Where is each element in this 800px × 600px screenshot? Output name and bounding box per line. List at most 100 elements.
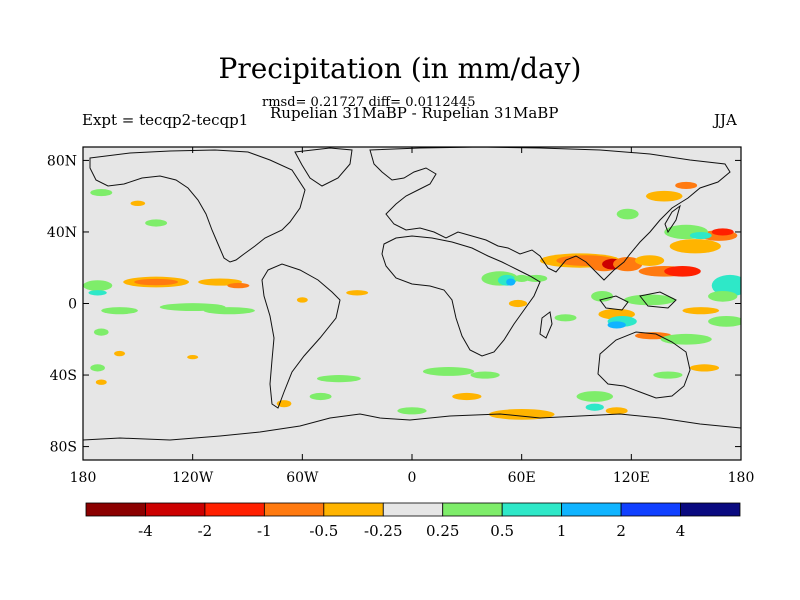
precip-anomaly-patch [664,265,701,277]
precip-anomaly-patch [397,407,427,415]
precip-anomaly-patch [93,328,109,336]
coast-eurasia [369,147,731,281]
precip-anomaly-patch [506,278,516,286]
precip-anomaly-patch [422,366,475,376]
lon-tick-label: 0 [408,470,417,486]
colorbar-label: -1 [257,522,272,540]
season-label: JJA [714,111,737,129]
precip-anomaly-patch [346,290,369,296]
precip-anomaly-patch [227,282,250,289]
precip-anomaly-patch [83,280,113,291]
precip-anomaly-patch [616,208,639,220]
precip-anomaly-patch [605,407,628,415]
coastlines [83,147,741,441]
coast-greenland [294,147,353,187]
precip-anomaly-patch [95,379,107,385]
precip-anomaly-patch [90,189,113,197]
colorbar-label: -4 [138,522,153,540]
precip-anomaly-patch [576,391,614,402]
precip-anomaly-patch [624,294,676,306]
precip-anomaly-patch [114,350,126,357]
precip-anomaly-patch [145,219,168,227]
colorbar-swatch [382,502,444,517]
colorbar-swatch [85,502,146,517]
precip-anomaly-patch [88,290,107,296]
lat-tick-label: 40N [47,225,77,241]
coast-islands-1 [599,295,629,311]
colorbar-swatch [442,502,503,517]
map-title: Precipitation (in mm/day) [218,52,582,85]
colorbar-swatch [620,502,681,517]
precipitation-field [83,181,741,420]
precip-anomaly-patch [591,290,614,302]
precip-anomaly-patch [689,364,720,372]
precip-anomaly-patch [309,392,332,401]
coast-madagascar [539,311,553,339]
experiment-label: Expt = tecqp2-tecqp1 [82,111,249,129]
precip-anomaly-patch [316,375,361,383]
coast-south-america [261,263,341,409]
precip-anomaly-patch [634,255,665,266]
precip-anomaly-patch [554,314,577,322]
coast-antarctica [83,413,741,441]
coast-africa [381,235,541,357]
colorbar-label: -0.25 [364,522,402,540]
lon-tick-label: 120E [613,470,650,486]
precip-anomaly-patch [470,371,500,379]
precip-anomaly-patch [514,274,529,283]
precip-anomaly-patch [711,274,741,297]
lat-tick-label: 80S [50,440,77,456]
colorbar-swatch [204,502,265,517]
colorbar-label: 1 [557,522,567,540]
precip-anomaly-patch [708,290,738,302]
precip-anomaly-patch [101,307,138,315]
precip-anomaly-patch [689,231,712,240]
precip-anomaly-patch [187,355,199,360]
lon-tick-label: 120W [172,470,214,486]
stats-line: rmsd= 0.21727 diff= 0.0112445 [262,95,476,110]
precip-anomaly-patch [488,409,555,420]
lon-tick-label: 60W [286,470,319,486]
colorbar-label: -2 [198,522,213,540]
lat-tick-label: 80N [47,153,77,169]
lon-tick-label: 180 [728,470,755,486]
precip-anomaly-patch [585,403,604,411]
lat-tick-label: 40S [50,368,77,384]
colorbar-swatch [680,502,741,517]
precip-anomaly-patch [645,190,683,202]
precip-anomaly-patch [711,228,734,236]
coast-australia [597,331,691,399]
coast-north-america [89,149,306,263]
colorbar-label: 2 [616,522,626,540]
precip-anomaly-patch [682,307,720,315]
map-axes: 80N 40N 0 40S 80S 180 120W 60W 0 60E 120E 180 [47,147,754,486]
comparison-label: Rupelian 31MaBP - Rupelian 31MaBP [270,104,559,122]
coast-japan [664,204,681,234]
colorbar-label: -0.5 [309,522,338,540]
colorbar-swatch [501,502,563,517]
precip-anomaly-patch [675,181,698,190]
lat-tick-label: 0 [68,297,77,313]
precip-anomaly-patch [90,364,105,372]
precip-anomaly-patch [130,200,146,207]
precip-anomaly-patch [708,316,741,327]
lon-tick-label: 180 [70,470,97,486]
precip-anomaly-patch [669,239,721,254]
colorbar: -4 -2 -1 -0.5 -0.25 0.25 0.5 1 2 4 [85,502,741,540]
colorbar-label: 4 [676,522,686,540]
precip-anomaly-patch [134,278,179,286]
precip-anomaly-patch [296,297,308,303]
colorbar-swatch [145,502,206,517]
precip-anomaly-patch [508,299,528,308]
colorbar-swatch [263,502,325,517]
colorbar-swatch [323,502,384,517]
colorbar-swatch [561,502,622,517]
colorbar-label: 0.25 [426,522,459,540]
precip-anomaly-patch [660,333,712,345]
precip-anomaly-patch [203,307,255,315]
precip-anomaly-patch [452,392,482,401]
precip-anomaly-patch [525,274,548,283]
colorbar-label: 0.5 [490,522,514,540]
coast-islands-2 [639,291,677,309]
